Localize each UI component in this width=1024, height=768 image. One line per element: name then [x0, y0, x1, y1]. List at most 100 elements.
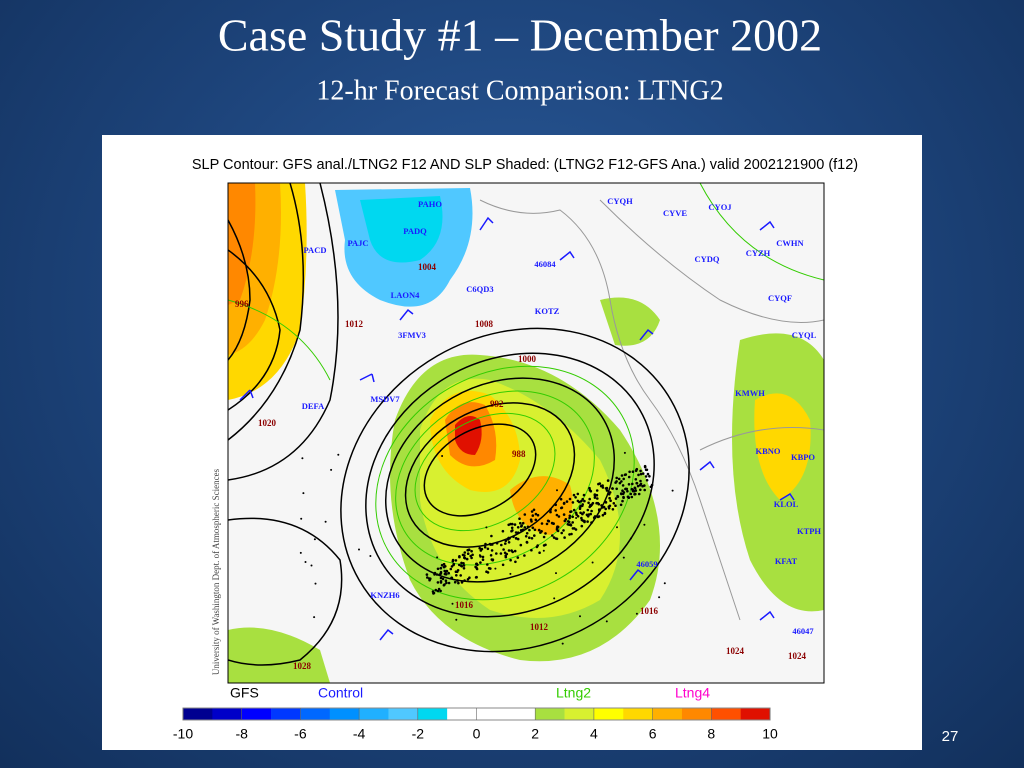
lightning-dot	[555, 513, 559, 517]
lightning-dot	[557, 515, 561, 518]
colorbar-segment	[271, 708, 301, 720]
lightning-dot	[622, 491, 626, 494]
lightning-dot	[643, 488, 646, 492]
lightning-dot	[437, 587, 441, 591]
station-label: CYOJ	[708, 202, 732, 212]
lightning-dot	[444, 565, 447, 568]
lightning-dot	[575, 513, 578, 516]
lightning-dot	[608, 496, 611, 500]
lightning-dot	[301, 457, 304, 460]
lightning-dot	[462, 567, 466, 570]
station-label: KTPH	[797, 526, 821, 536]
lightning-dot	[641, 484, 644, 488]
lightning-dot	[463, 556, 466, 559]
station-label: MSDV7	[370, 394, 400, 404]
lightning-dot	[479, 549, 483, 552]
lightning-dot	[441, 455, 444, 457]
contour-label: 1024	[726, 646, 745, 656]
lightning-dot	[538, 551, 541, 554]
lightning-dot	[559, 497, 563, 501]
station-label: KMWH	[735, 388, 765, 398]
lightning-dot	[581, 504, 584, 508]
lightning-dot	[444, 570, 448, 573]
lightning-dot	[572, 493, 576, 497]
lightning-dot	[478, 554, 481, 557]
lightning-dot	[615, 480, 618, 483]
lightning-dot	[440, 563, 444, 567]
lightning-dot	[469, 554, 473, 558]
contour-label: 1028	[293, 661, 312, 671]
lightning-dot	[550, 521, 554, 525]
lightning-dot	[671, 489, 674, 492]
lightning-dot	[528, 528, 531, 532]
station-label: KBPO	[791, 452, 815, 462]
lightning-dot	[569, 510, 572, 514]
lightning-dot	[590, 509, 593, 513]
lightning-dot	[551, 534, 554, 537]
lightning-dot	[439, 576, 443, 580]
lightning-dot	[587, 501, 590, 505]
lightning-dot	[512, 535, 515, 539]
lightning-dot	[624, 487, 627, 491]
station-label: PAJC	[347, 238, 368, 248]
lightning-dot	[455, 618, 458, 621]
lightning-dot	[451, 602, 454, 605]
lightning-dot	[436, 589, 440, 593]
station-label: PAHO	[418, 199, 442, 209]
legend: GFS Control Ltng2 Ltng4	[230, 685, 710, 701]
lightning-dot	[611, 508, 615, 511]
colorbar-segment	[329, 708, 360, 720]
lightning-dot	[621, 484, 625, 487]
lightning-dot	[313, 616, 316, 619]
lightning-dot	[609, 499, 612, 503]
contour-label: 1024	[788, 651, 807, 661]
lightning-dot	[571, 515, 574, 519]
lightning-dot	[521, 521, 525, 525]
lightning-dot	[604, 500, 607, 504]
lightning-dot	[302, 492, 305, 495]
station-label: CWHN	[776, 238, 804, 248]
lightning-dot	[635, 612, 638, 615]
lightning-dot	[358, 548, 360, 551]
lightning-dot	[556, 529, 560, 533]
lightning-dot	[501, 563, 505, 567]
contour-label: 1016	[640, 606, 659, 616]
lightning-dot	[439, 589, 442, 593]
lightning-dot	[620, 474, 624, 477]
lightning-dot	[556, 525, 560, 529]
lightning-dot	[568, 533, 571, 536]
lightning-dot	[534, 512, 538, 516]
lightning-dot	[601, 484, 604, 487]
lightning-dot	[631, 488, 635, 492]
lightning-dot	[639, 482, 643, 486]
lightning-dot	[549, 510, 552, 514]
colorbar-segment	[447, 708, 477, 720]
contour-label: 988	[512, 449, 526, 459]
lightning-dot	[568, 514, 572, 518]
legend-entry: Ltng2	[556, 685, 591, 701]
lightning-dot	[456, 569, 460, 572]
lightning-dot	[513, 523, 517, 526]
lightning-dot	[475, 562, 478, 566]
lightning-dot	[479, 561, 482, 564]
lightning-dot	[467, 548, 471, 551]
colorbar-tick-label: 4	[590, 726, 598, 742]
station-label: PADQ	[403, 226, 427, 236]
lightning-dot	[586, 515, 590, 518]
lightning-dot	[580, 516, 583, 520]
lightning-dot	[454, 570, 458, 573]
colorbar-segment	[535, 708, 565, 720]
lightning-dot	[556, 489, 558, 492]
lightning-dot	[626, 489, 629, 493]
lightning-dot	[553, 597, 556, 600]
contour-label: 1000	[518, 354, 537, 364]
lightning-dot	[462, 562, 465, 565]
lightning-dot	[523, 513, 527, 516]
lightning-dot	[649, 485, 653, 489]
map-frame	[227, 182, 825, 684]
lightning-dot	[314, 582, 317, 585]
lightning-dot	[369, 555, 372, 557]
lightning-dot	[597, 482, 600, 486]
lightning-dot	[631, 482, 634, 486]
lightning-dot	[523, 526, 527, 529]
